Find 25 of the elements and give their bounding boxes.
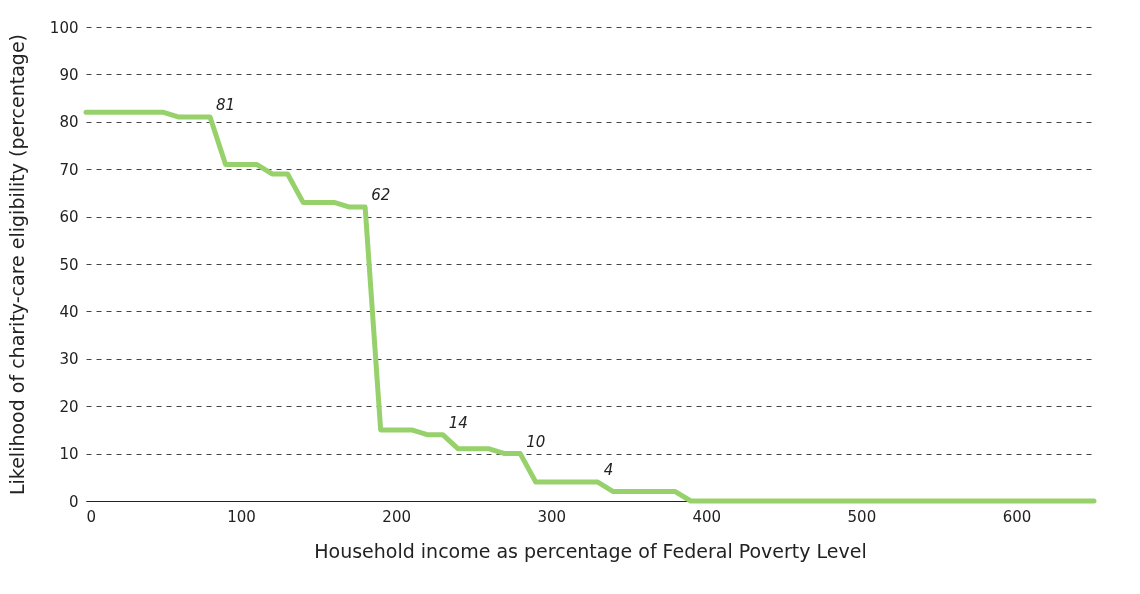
y-tick-label: 20 bbox=[59, 397, 79, 416]
y-tick-label: 50 bbox=[59, 255, 79, 274]
y-tick-label: 100 bbox=[49, 18, 79, 37]
y-axis-title: Likelihood of charity-care eligibility (percentage) bbox=[5, 33, 28, 496]
y-tick-label: 0 bbox=[68, 492, 79, 511]
x-axis-title: Household income as percentage of Federal Poverty Level bbox=[314, 539, 867, 562]
x-tick-label: 100 bbox=[227, 507, 256, 526]
annotation: 81 bbox=[216, 96, 236, 115]
y-tick-label: 90 bbox=[59, 65, 79, 84]
annotation: 10 bbox=[526, 432, 546, 451]
x-tick-label: 400 bbox=[692, 507, 722, 526]
x-tick-label: 500 bbox=[847, 507, 877, 526]
y-tick-label: 30 bbox=[59, 350, 79, 369]
x-tick-label: 600 bbox=[1002, 507, 1032, 526]
y-tick-label: 70 bbox=[59, 160, 79, 179]
annotation: 14 bbox=[448, 413, 468, 432]
y-tick-label: 60 bbox=[59, 208, 79, 227]
y-tick-label: 80 bbox=[59, 113, 79, 132]
x-tick-label: 300 bbox=[537, 507, 567, 526]
y-tick-label: 10 bbox=[59, 445, 79, 464]
x-tick-label: 200 bbox=[382, 507, 411, 526]
y-tick-label: 40 bbox=[59, 302, 79, 321]
x-tick-label: 0 bbox=[86, 507, 97, 526]
annotation: 4 bbox=[603, 461, 614, 480]
annotation: 62 bbox=[371, 186, 391, 205]
